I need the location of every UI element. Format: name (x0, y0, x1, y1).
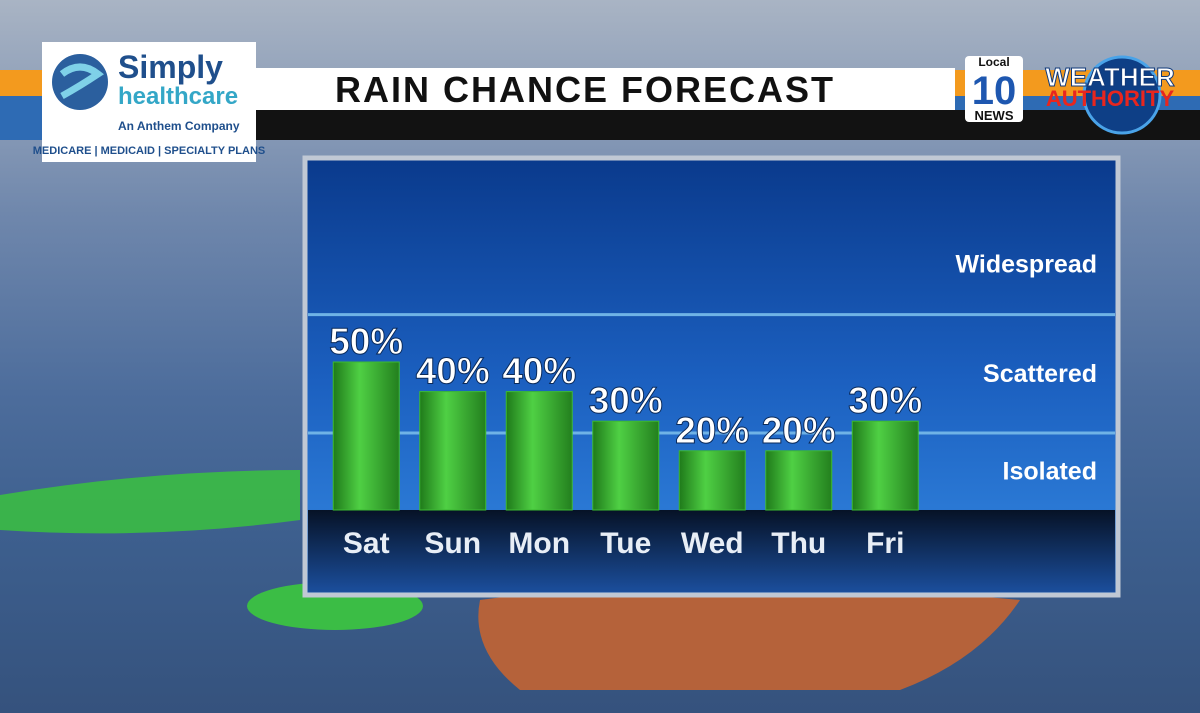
bar (419, 391, 487, 511)
sponsor-logo (59, 63, 104, 100)
value-label: 20% (675, 410, 749, 451)
value-label: 30% (589, 380, 663, 421)
value-label: 40% (502, 351, 576, 392)
station-radar (1082, 55, 1162, 135)
station-news: NEWS (975, 108, 1014, 123)
band-label: Isolated (1003, 458, 1097, 486)
x-tick-label: Fri (866, 527, 904, 560)
bar (592, 420, 660, 511)
value-label: 30% (848, 380, 922, 421)
station-logo (965, 56, 1023, 122)
sponsor-name: Simply (118, 49, 223, 85)
bar (851, 420, 919, 511)
bar (332, 361, 400, 511)
x-tick-label: Thu (771, 527, 826, 560)
radar-blob (0, 470, 300, 534)
x-tick-label: Tue (600, 527, 651, 560)
sponsor-plans: MEDICARE | MEDICAID | SPECIALTY PLANS (33, 145, 266, 157)
x-tick-label: Sun (424, 527, 481, 560)
chart-floor (308, 510, 1115, 592)
x-tick-label: Sat (343, 527, 390, 560)
station-brand: AUTHORITY (1046, 86, 1175, 111)
station-number: 10 (972, 69, 1017, 113)
x-tick-label: Wed (681, 527, 744, 560)
bar (678, 450, 746, 511)
title-bar (255, 110, 1200, 140)
x-tick-label: Mon (508, 527, 570, 560)
station-brand: WEATHER (1045, 62, 1175, 92)
sponsor-name: healthcare (118, 83, 238, 110)
band-label: Widespread (956, 250, 1097, 278)
sponsor-tagline: An Anthem Company (118, 119, 240, 133)
value-label: 20% (762, 410, 836, 451)
land (478, 585, 1020, 690)
chart-title: RAIN CHANCE FORECAST (335, 69, 835, 110)
value-label: 50% (329, 321, 403, 362)
bar (505, 391, 573, 511)
bar (765, 450, 833, 511)
value-label: 40% (416, 351, 490, 392)
band-label: Scattered (983, 360, 1097, 388)
title-bar (255, 68, 955, 110)
station-local: Local (978, 55, 1009, 69)
